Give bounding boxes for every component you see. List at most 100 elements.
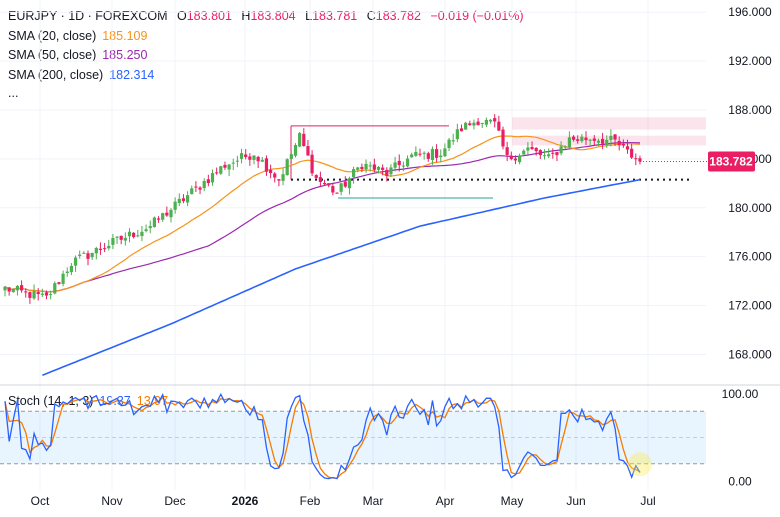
candle-body	[65, 271, 69, 273]
candle	[534, 147, 538, 156]
candle	[538, 149, 542, 159]
candle-body	[592, 138, 596, 141]
candle	[20, 280, 24, 293]
stoch-tick-label: 100.00	[722, 387, 759, 401]
candle-body	[497, 121, 501, 131]
sma200-path	[42, 178, 641, 376]
candle	[335, 192, 339, 194]
sma200-label: SMA (200, close)	[8, 68, 104, 82]
month-label: Jun	[566, 494, 585, 508]
candle-body	[260, 159, 264, 162]
candle-body	[405, 158, 410, 167]
candle-body	[576, 139, 580, 141]
candle-body	[7, 287, 11, 292]
candle	[385, 167, 389, 182]
candle	[244, 149, 248, 160]
candle	[264, 155, 269, 176]
candle-body	[563, 146, 567, 148]
candle	[468, 120, 472, 126]
sma50-legend[interactable]: SMA (50, close) 185.250	[8, 48, 153, 62]
candle	[459, 124, 464, 132]
candle-body	[293, 145, 298, 156]
candle-body	[364, 163, 368, 170]
candle-body	[372, 164, 376, 170]
candle-body	[40, 293, 44, 295]
candle	[563, 145, 567, 149]
candle-body	[455, 129, 459, 140]
candle-body	[555, 152, 559, 156]
candle	[484, 117, 488, 127]
candle-body	[152, 217, 156, 228]
candle	[518, 153, 522, 165]
sma50-path	[4, 141, 641, 293]
candle-body	[177, 198, 181, 204]
candle	[177, 193, 181, 206]
candle-body	[518, 155, 522, 163]
price-axis[interactable]: 196.000192.000188.000184.000180.000176.0…	[722, 5, 772, 488]
candle	[376, 165, 381, 174]
candle-body	[435, 149, 439, 158]
month-label: May	[501, 494, 524, 508]
candle-body	[347, 178, 352, 189]
sma200-legend[interactable]: SMA (200, close) 182.314	[8, 68, 160, 82]
candle	[638, 155, 642, 165]
candle-body	[480, 122, 484, 124]
candle	[69, 263, 73, 276]
candle-body	[269, 169, 273, 174]
candle-body	[36, 291, 40, 294]
candle-body	[186, 195, 190, 203]
candle-body	[310, 154, 314, 174]
candle	[273, 172, 277, 183]
time-axis[interactable]: Oct Nov Dec 2026 Feb Mar Apr May Jun Jul	[31, 494, 656, 508]
candle-body	[156, 218, 161, 220]
candle	[115, 236, 119, 244]
candle	[227, 163, 231, 177]
candle	[111, 233, 115, 250]
candle-body	[360, 166, 364, 170]
last-price-label: 183.782	[709, 155, 753, 169]
candle-body	[368, 165, 372, 167]
candle-body	[625, 146, 630, 150]
candle-body	[322, 182, 327, 185]
candle	[136, 229, 140, 238]
candle-body	[136, 235, 140, 237]
high-label: H	[241, 9, 251, 23]
candle	[318, 171, 322, 187]
candle	[86, 250, 90, 266]
sma20-path	[4, 135, 641, 293]
candle	[269, 164, 273, 179]
sma20-label: SMA (20, close)	[8, 29, 97, 43]
candle-body	[181, 198, 186, 202]
candle-body	[298, 133, 302, 147]
candle	[152, 216, 156, 228]
sma20-legend[interactable]: SMA (20, close) 185.109	[8, 29, 153, 43]
candle-body	[11, 288, 15, 292]
candle-body	[111, 238, 115, 245]
candle-body	[98, 248, 103, 250]
candle	[235, 155, 239, 168]
candle-body	[227, 164, 231, 170]
candle	[401, 161, 405, 172]
candle-body	[94, 248, 98, 254]
candle	[248, 153, 252, 166]
candle-body	[235, 160, 239, 162]
price-tick-label: 176.000	[728, 250, 772, 264]
candle-body	[161, 213, 165, 220]
candle	[223, 161, 227, 170]
candle	[559, 141, 563, 156]
candle-body	[447, 139, 451, 149]
candle-body	[3, 286, 7, 291]
candle	[127, 228, 132, 243]
candle	[11, 288, 15, 293]
candle-body	[356, 167, 360, 170]
candle-body	[439, 155, 443, 158]
candle	[501, 126, 505, 150]
more-indicators-toggle[interactable]: ...	[8, 86, 19, 100]
candle-body	[339, 183, 343, 192]
stochastic-pane	[0, 392, 706, 480]
candle-body	[385, 169, 389, 176]
candle	[551, 148, 555, 159]
candle-body	[617, 140, 621, 146]
candle	[480, 122, 484, 128]
